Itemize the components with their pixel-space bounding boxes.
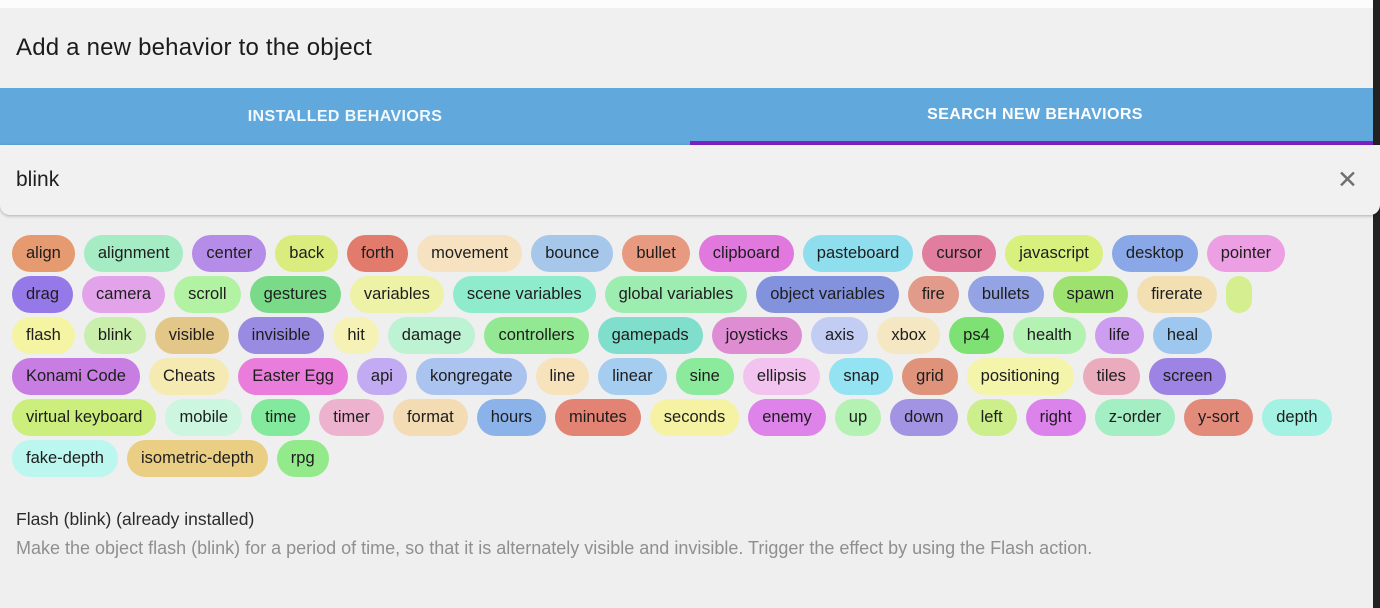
tag-chip-alignment[interactable]: alignment — [83, 235, 184, 272]
result-description: Make the object flash (blink) for a peri… — [16, 538, 1093, 558]
tag-chip-center[interactable]: center — [192, 235, 267, 272]
tag-chip-pasteboard[interactable]: pasteboard — [802, 235, 914, 272]
tag-chip-grid[interactable]: grid — [902, 358, 958, 395]
tag-chip-timer[interactable]: timer — [319, 399, 384, 436]
tag-chip-konami-code[interactable]: Konami Code — [12, 358, 140, 395]
tag-chip-controllers[interactable]: controllers — [484, 317, 589, 354]
clear-search-icon[interactable]: ✕ — [1337, 165, 1358, 194]
tag-chip-left[interactable]: left — [966, 399, 1017, 436]
tag-chip-spawn[interactable]: spawn — [1052, 276, 1129, 313]
tab-installed-behaviors[interactable]: INSTALLED BEHAVIORS — [0, 88, 690, 145]
tab-bar: INSTALLED BEHAVIORS SEARCH NEW BEHAVIORS — [0, 88, 1380, 145]
tag-chip-rpg[interactable]: rpg — [276, 440, 329, 477]
tag-list: align alignment center back forth movement bou… — [0, 215, 1380, 477]
tag-chip-up[interactable]: up — [834, 399, 882, 436]
tag-chip-blink[interactable]: blink — [83, 317, 146, 354]
window-right-edge — [1373, 0, 1380, 608]
tag-chip-cheats[interactable]: Cheats — [148, 358, 230, 395]
tag-chip-z-order[interactable]: z-order — [1094, 399, 1175, 436]
tag-chip-cursor[interactable]: cursor — [922, 235, 997, 272]
tag-chip-axis[interactable]: axis — [810, 317, 869, 354]
tag-chip-easter-egg[interactable]: Easter Egg — [238, 358, 348, 395]
tag-chip-flash[interactable]: flash — [12, 317, 75, 354]
tag-chip-bounce[interactable]: bounce — [531, 235, 614, 272]
tag-chip-variables[interactable]: variables — [349, 276, 444, 313]
tag-chip-fake-depth[interactable]: fake-depth — [12, 440, 118, 477]
tag-chip-isometric-depth[interactable]: isometric-depth — [126, 440, 268, 477]
tag-chip-joysticks[interactable]: joysticks — [711, 317, 802, 354]
tag-chip-screen[interactable]: screen — [1148, 358, 1227, 395]
tag-chip-depth[interactable]: depth — [1262, 399, 1332, 436]
tag-chip-heal[interactable]: heal — [1152, 317, 1213, 354]
tag-chip-tiles[interactable]: tiles — [1082, 358, 1140, 395]
tag-chip-empty[interactable] — [1225, 276, 1252, 313]
tag-chip-kongregate[interactable]: kongregate — [415, 358, 527, 395]
tag-chip-invisible[interactable]: invisible — [237, 317, 325, 354]
tag-row: virtual keyboard mobile time timer format hou… — [12, 399, 1368, 436]
tag-chip-xbox[interactable]: xbox — [877, 317, 941, 354]
tag-chip-forth[interactable]: forth — [347, 235, 409, 272]
tag-chip-fire[interactable]: fire — [907, 276, 959, 313]
tag-chip-scroll[interactable]: scroll — [174, 276, 241, 313]
tag-row: flash blink visible invisible hit damage contr… — [12, 317, 1368, 354]
tag-chip-scene-variables[interactable]: scene variables — [452, 276, 596, 313]
tag-chip-bullets[interactable]: bullets — [967, 276, 1044, 313]
tab-search-new-behaviors[interactable]: SEARCH NEW BEHAVIORS — [690, 88, 1380, 145]
dialog-header: Add a new behavior to the object — [0, 8, 1380, 88]
tag-chip-time[interactable]: time — [251, 399, 311, 436]
tag-chip-down[interactable]: down — [890, 399, 958, 436]
tag-chip-camera[interactable]: camera — [82, 276, 166, 313]
tag-row: Konami Code Cheats Easter Egg api kongregate… — [12, 358, 1368, 395]
tag-chip-health[interactable]: health — [1012, 317, 1086, 354]
tag-chip-firerate[interactable]: firerate — [1137, 276, 1217, 313]
tag-chip-format[interactable]: format — [392, 399, 468, 436]
tag-chip-clipboard[interactable]: clipboard — [698, 235, 794, 272]
tag-chip-movement[interactable]: movement — [417, 235, 523, 272]
tag-chip-snap[interactable]: snap — [829, 358, 894, 395]
tag-chip-hit[interactable]: hit — [333, 317, 379, 354]
tag-chip-life[interactable]: life — [1094, 317, 1144, 354]
search-result: Flash (blink) (already installed) Make t… — [0, 481, 1380, 559]
tag-row: drag camera scroll gestures variables scene v… — [12, 276, 1368, 313]
tag-chip-hours[interactable]: hours — [476, 399, 546, 436]
tag-chip-linear[interactable]: linear — [598, 358, 667, 395]
tag-chip-seconds[interactable]: seconds — [649, 399, 740, 436]
tag-chip-gestures[interactable]: gestures — [249, 276, 341, 313]
tag-chip-api[interactable]: api — [356, 358, 407, 395]
tag-chip-y-sort[interactable]: y-sort — [1183, 399, 1254, 436]
tag-chip-pointer[interactable]: pointer — [1206, 235, 1286, 272]
tag-chip-enemy[interactable]: enemy — [748, 399, 826, 436]
tag-chip-sine[interactable]: sine — [675, 358, 734, 395]
tag-chip-desktop[interactable]: desktop — [1111, 235, 1198, 272]
tag-chip-virtual-keyboard[interactable]: virtual keyboard — [12, 399, 157, 436]
tag-chip-back[interactable]: back — [275, 235, 339, 272]
tag-chip-visible[interactable]: visible — [154, 317, 229, 354]
tag-row: fake-depth isometric-depth rpg — [12, 440, 1368, 477]
search-input[interactable] — [16, 168, 1334, 192]
tag-chip-mobile[interactable]: mobile — [165, 399, 243, 436]
tag-chip-minutes[interactable]: minutes — [554, 399, 641, 436]
tag-chip-ps4[interactable]: ps4 — [949, 317, 1004, 354]
tag-chip-bullet[interactable]: bullet — [622, 235, 690, 272]
dialog-top-edge — [0, 0, 1380, 8]
result-title: Flash (blink) (already installed) — [16, 509, 255, 529]
tag-chip-positioning[interactable]: positioning — [966, 358, 1074, 395]
tag-chip-line[interactable]: line — [535, 358, 590, 395]
tag-chip-javascript[interactable]: javascript — [1005, 235, 1103, 272]
tag-chip-align[interactable]: align — [12, 235, 75, 272]
tag-chip-drag[interactable]: drag — [12, 276, 74, 313]
page-title: Add a new behavior to the object — [16, 34, 372, 61]
tag-chip-object-variables[interactable]: object variables — [756, 276, 899, 313]
tag-row: align alignment center back forth movement bou… — [12, 235, 1368, 272]
tab-label: SEARCH NEW BEHAVIORS — [927, 105, 1143, 123]
tag-chip-right[interactable]: right — [1025, 399, 1086, 436]
tag-chip-gamepads[interactable]: gamepads — [597, 317, 703, 354]
tag-chip-ellipsis[interactable]: ellipsis — [742, 358, 821, 395]
tab-label: INSTALLED BEHAVIORS — [247, 107, 443, 125]
search-bar: ✕ — [0, 145, 1380, 215]
tag-chip-global-variables[interactable]: global variables — [604, 276, 748, 313]
tag-chip-damage[interactable]: damage — [387, 317, 476, 354]
